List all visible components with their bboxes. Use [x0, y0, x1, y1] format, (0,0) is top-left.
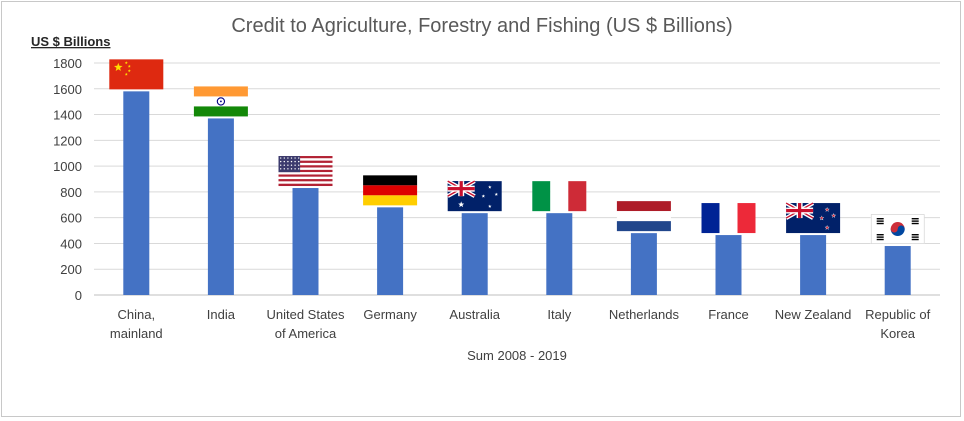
bar — [123, 91, 150, 295]
x-tick-label: China, mainland — [110, 307, 163, 341]
australia-flag-icon — [446, 179, 502, 212]
y-tick-label: 1600 — [53, 82, 82, 97]
bar — [292, 188, 319, 295]
india-flag-icon — [193, 86, 248, 117]
x-tick-label: New Zealand — [775, 307, 852, 322]
y-tick-label: 1800 — [53, 56, 82, 71]
bar — [884, 246, 911, 295]
south-korea-flag-icon — [870, 214, 925, 245]
bar — [800, 235, 827, 295]
x-axis-label: Sum 2008 - 2019 — [467, 348, 567, 363]
y-tick-label: 200 — [60, 262, 82, 277]
usa-flag-icon — [278, 156, 333, 187]
new-zealand-flag-icon — [785, 201, 841, 234]
y-tick-label: 0 — [75, 288, 82, 303]
y-tick-label: 600 — [60, 211, 82, 226]
bar — [377, 207, 404, 295]
bar — [630, 233, 657, 295]
bar-chart: Credit to Agriculture, Forestry and Fish… — [31, 15, 940, 363]
bar — [461, 213, 488, 295]
x-tick-label: Netherlands — [609, 307, 680, 322]
x-tick-label: France — [708, 307, 748, 322]
bar — [715, 235, 742, 295]
germany-flag-icon — [363, 175, 418, 206]
y-tick-label: 400 — [60, 236, 82, 251]
italy-flag-icon — [532, 181, 587, 212]
y-tick-label: 800 — [60, 185, 82, 200]
y-tick-label: 1200 — [53, 133, 82, 148]
x-tick-label: Republic of Korea — [865, 307, 930, 341]
chart-title: Credit to Agriculture, Forestry and Fish… — [231, 15, 732, 37]
x-tick-label: Italy — [547, 307, 571, 322]
y-tick-label: 1000 — [53, 159, 82, 174]
y-tick-label: 1400 — [53, 108, 82, 123]
y-axis-label: US $ Billions — [31, 34, 110, 49]
france-flag-icon — [701, 203, 756, 234]
x-tick-label: United States of America — [266, 307, 345, 341]
netherlands-flag-icon — [616, 201, 671, 232]
x-tick-label: Germany — [363, 307, 417, 322]
bar — [546, 213, 573, 295]
bar — [207, 118, 234, 295]
china-flag-icon — [109, 59, 164, 90]
x-tick-label: India — [207, 307, 236, 322]
x-tick-label: Australia — [449, 307, 500, 322]
